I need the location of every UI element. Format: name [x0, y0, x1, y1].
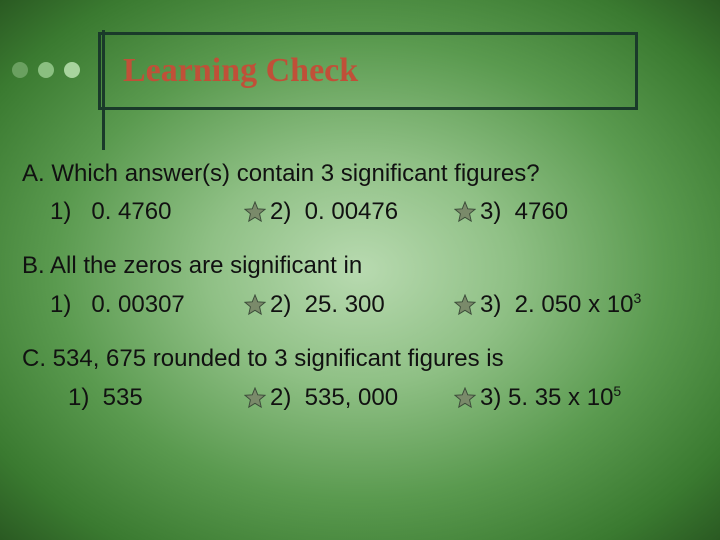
question-c-options: 1) 535 2) 535, 000 3) 5. 35 x 105 — [50, 383, 698, 412]
question-a-options: 1) 0. 4760 2) 0. 00476 3) 4760 — [50, 198, 698, 226]
dot-icon — [64, 62, 80, 78]
slide-body: A. Which answer(s) contain 3 significant… — [22, 160, 698, 438]
decorative-dots — [12, 62, 80, 78]
star-icon — [244, 387, 266, 409]
dot-icon — [12, 62, 28, 78]
star-icon — [454, 201, 476, 223]
dot-icon — [38, 62, 54, 78]
slide-header: Learning Check — [0, 20, 720, 110]
option-a1: 1) 0. 4760 — [50, 198, 244, 226]
question-b-prompt: B. All the zeros are significant in — [22, 252, 698, 280]
star-icon — [454, 387, 476, 409]
option-c1: 1) 535 — [68, 384, 244, 412]
option-a2: 2) 0. 00476 — [244, 198, 454, 226]
question-c-prompt: C. 534, 675 rounded to 3 significant fig… — [22, 345, 698, 373]
option-b2: 2) 25. 300 — [244, 291, 454, 319]
option-c2: 2) 535, 000 — [244, 384, 454, 412]
title-box: Learning Check — [98, 32, 638, 110]
option-a3: 3) 4760 — [454, 198, 568, 226]
option-b1: 1) 0. 00307 — [50, 291, 244, 319]
option-label: 1) 0. 4760 — [50, 198, 171, 226]
option-c3: 3) 5. 35 x 105 — [454, 383, 621, 412]
star-icon — [454, 294, 476, 316]
option-label: 2) 535, 000 — [270, 384, 398, 412]
slide-title: Learning Check — [123, 52, 358, 90]
option-label: 2) 25. 300 — [270, 291, 385, 319]
option-b3: 3) 2. 050 x 103 — [454, 290, 641, 319]
option-label: 2) 0. 00476 — [270, 198, 398, 226]
star-icon — [244, 201, 266, 223]
option-label: 1) 535 — [68, 384, 143, 412]
option-label: 1) 0. 00307 — [50, 291, 185, 319]
question-b-options: 1) 0. 00307 2) 25. 300 3) 2. 050 x 103 — [50, 290, 698, 319]
option-label: 3) 4760 — [480, 198, 568, 226]
option-label: 3) 2. 050 x 103 — [480, 290, 641, 319]
option-label: 3) 5. 35 x 105 — [480, 383, 621, 412]
star-icon — [244, 294, 266, 316]
question-a-prompt: A. Which answer(s) contain 3 significant… — [22, 160, 698, 188]
